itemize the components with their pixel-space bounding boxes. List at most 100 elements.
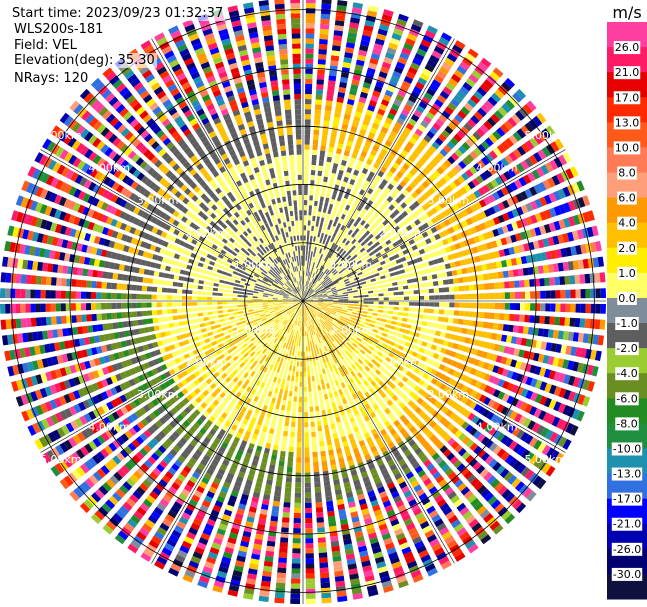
ppi-gate — [305, 88, 312, 95]
ppi-gate — [405, 122, 414, 131]
ppi-gate — [103, 416, 112, 426]
ppi-gate — [295, 462, 302, 468]
ppi-gate — [350, 371, 356, 377]
ppi-gate — [429, 302, 435, 307]
ppi-gate — [263, 421, 270, 428]
ppi-gate — [305, 553, 314, 559]
ppi-gate — [316, 236, 320, 243]
ppi-gate — [349, 130, 356, 138]
ppi-gate — [306, 320, 308, 326]
ppi-gate — [367, 240, 374, 247]
ppi-gate — [334, 227, 339, 234]
ppi-gate — [350, 469, 358, 477]
ppi-gate — [361, 167, 369, 175]
ppi-gate — [363, 25, 374, 32]
ppi-gate — [389, 428, 397, 436]
ppi-gate — [171, 463, 180, 472]
ppi-gate — [293, 308, 297, 314]
ppi-gate — [252, 322, 258, 326]
ppi-gate — [486, 75, 497, 86]
ppi-gate — [165, 400, 173, 408]
ppi-gate — [417, 388, 425, 396]
ppi-gate — [265, 442, 272, 449]
ppi-gate — [351, 152, 358, 159]
ppi-gate — [280, 409, 285, 416]
ppi-gate — [327, 306, 333, 309]
ppi-gate — [331, 45, 341, 52]
ppi-gate — [364, 517, 373, 525]
ppi-gate — [452, 390, 460, 399]
ppi-gate — [582, 258, 589, 269]
ppi-gate — [538, 181, 547, 192]
ppi-gate — [387, 459, 395, 467]
ppi-gate — [68, 392, 76, 402]
ppi-gate — [134, 409, 143, 419]
ppi-gate — [400, 256, 407, 262]
ppi-gate — [291, 573, 301, 579]
ppi-gate — [50, 414, 59, 425]
ppi-gate — [303, 376, 307, 382]
ppi-gate — [379, 249, 386, 255]
ppi-gate — [202, 528, 212, 536]
ppi-gate — [362, 307, 369, 311]
ppi-gate — [423, 334, 430, 341]
ppi-gate — [264, 373, 270, 380]
ppi-gate — [484, 312, 490, 319]
ppi-gate — [270, 515, 279, 522]
ppi-gate — [465, 217, 473, 226]
ppi-gate — [305, 73, 313, 79]
ppi-gate — [552, 263, 559, 273]
ppi-gate — [414, 128, 423, 137]
ppi-gate — [131, 454, 141, 464]
ppi-gate — [305, 23, 315, 29]
ppi-gate — [304, 124, 311, 130]
ppi-gate — [534, 226, 542, 236]
ppi-gate — [524, 279, 530, 288]
ppi-gate — [304, 114, 311, 120]
ppi-gate — [278, 552, 288, 558]
ppi-gate — [436, 522, 447, 532]
ppi-gate — [207, 394, 215, 402]
ppi-gate — [315, 268, 319, 274]
ppi-gate — [315, 308, 321, 312]
ppi-gate — [116, 436, 125, 446]
ppi-gate — [109, 475, 120, 485]
ppi-gate — [555, 249, 562, 259]
ppi-gate — [315, 257, 319, 264]
ppi-gate — [369, 274, 375, 279]
ppi-gate — [354, 228, 360, 234]
ppi-gate — [117, 421, 127, 430]
ppi-gate — [295, 314, 298, 320]
ppi-gate — [315, 322, 320, 328]
ppi-gate — [291, 307, 296, 311]
ppi-gate — [364, 254, 371, 260]
ppi-gate — [355, 488, 364, 496]
ppi-gate — [123, 392, 132, 401]
ppi-gate — [350, 281, 356, 285]
ppi-gate — [176, 520, 187, 530]
ppi-gate — [297, 305, 301, 310]
ppi-gate — [368, 301, 374, 304]
ppi-gate — [473, 111, 484, 121]
ppi-gate — [431, 322, 438, 328]
ppi-gate — [324, 346, 328, 352]
ppi-gate — [317, 275, 321, 281]
ppi-gate — [298, 326, 301, 332]
ppi-gate — [299, 331, 302, 337]
ppi-gate — [329, 315, 335, 319]
ppi-gate — [360, 123, 369, 131]
ppi-gate — [304, 129, 311, 135]
ppi-gate — [411, 150, 420, 159]
ppi-gate — [518, 107, 529, 118]
ppi-gate — [311, 340, 315, 346]
ppi-gate — [233, 339, 240, 345]
ppi-gate — [186, 443, 195, 452]
ppi-gate — [464, 337, 471, 344]
ppi-gate — [264, 330, 269, 335]
ppi-gate — [304, 396, 308, 402]
ppi-gate — [212, 424, 220, 432]
ppi-gate — [337, 293, 343, 296]
ppi-gate — [422, 180, 430, 189]
ppi-gate — [393, 175, 401, 183]
ppi-gate — [350, 245, 356, 251]
